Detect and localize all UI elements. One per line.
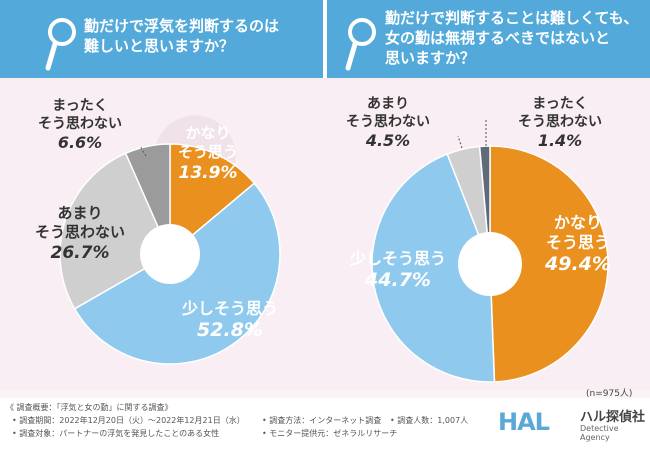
pie-charts: かなりそう思う13.9%少しそう思う52.8%あまりそう思わない26.7%まった…: [35, 96, 611, 383]
survey-target: • 調査対象：パートナーの浮気を発見したことのある女性: [12, 429, 220, 438]
logo-brand: HAL: [498, 408, 550, 436]
slice-label: 少しそう思う: [349, 249, 446, 268]
slice-label: まったく: [52, 98, 107, 114]
slice-label: あまり: [367, 96, 409, 112]
label-leader-line: [457, 135, 463, 149]
slice-label: かなり: [554, 213, 602, 232]
label-leader-line: [139, 145, 147, 157]
slice-label: まったく: [532, 96, 587, 112]
header-divider: [323, 0, 327, 78]
pie-chart-left: かなりそう思う13.9%少しそう思う52.8%あまりそう思わない26.7%まった…: [35, 98, 281, 365]
slice-label: そう思わない: [35, 223, 125, 241]
logo-name-en: Detective Agency: [580, 424, 619, 442]
logo-name-ja: ハル探偵社: [580, 410, 646, 425]
hal-logo: HAL ハル探偵社 Detective Agency: [498, 404, 648, 444]
survey-footer: 《 調査概要：「浮気と女の勤」に関する調査》 • 調査期間：2022年12月20…: [0, 398, 650, 450]
slice-value-label: 1.4%: [538, 131, 582, 150]
pie-slice: [169, 143, 256, 256]
survey-title: 《 調査概要：「浮気と女の勤」に関する調査》: [6, 403, 173, 412]
slice-label: そう思わない: [346, 114, 430, 130]
question-right: 勤だけで判断することは難しくても、 女の勤は無視するべきではないと 思いますか？: [325, 4, 650, 70]
slice-value-label: 13.9%: [179, 163, 238, 183]
pie-slice: [489, 145, 609, 383]
slice-label: そう思う: [546, 233, 610, 252]
slice-value-label: 44.7%: [364, 269, 431, 291]
magnifier-icon: [345, 18, 376, 71]
slice-label: あまり: [57, 204, 102, 222]
pie-center-hole: [458, 232, 522, 296]
question-right-line-2: 女の勤は無視するべきではないと: [385, 29, 611, 47]
slice-label: そう思わない: [518, 114, 602, 130]
sample-size-note: (n=975人): [586, 389, 633, 399]
question-left: 勤だけで浮気を判断するのは 難しいと思いますか？: [0, 4, 325, 70]
question-right-line-1: 勤だけで判断することは難しくても、: [385, 9, 639, 27]
survey-method: • 調査方法：インターネット調査: [262, 416, 382, 425]
question-left-line-2: 難しいと思いますか？: [84, 37, 235, 55]
question-right-line-3: 思いますか？: [385, 49, 476, 67]
slice-value-label: 26.7%: [51, 243, 110, 263]
slice-value-label: 49.4%: [544, 253, 611, 275]
slice-value-label: 6.6%: [58, 133, 102, 152]
slice-label: かなり: [185, 124, 230, 142]
survey-period: • 調査期間：2022年12月20日（火）～2022年12月21日（水）: [12, 416, 245, 425]
survey-provider: • モニター提供元：ゼネラルリサーチ: [262, 429, 398, 438]
slice-value-label: 4.5%: [365, 131, 410, 150]
survey-count: • 調査人数：1,007人: [390, 416, 469, 425]
pie-center-hole: [140, 224, 200, 284]
magnifier-icon: [45, 18, 76, 71]
slice-label: そう思う: [178, 143, 238, 161]
pie-chart-right: かなりそう思う49.4%少しそう思う44.7%あまりそう思わない4.5%まったく…: [346, 96, 611, 383]
slice-label: 少しそう思う: [181, 299, 278, 318]
slice-value-label: 52.8%: [197, 319, 263, 341]
question-left-line-1: 勤だけで浮気を判断するのは: [84, 17, 280, 35]
slice-label: そう思わない: [38, 116, 122, 132]
pie-slice: [371, 153, 496, 383]
